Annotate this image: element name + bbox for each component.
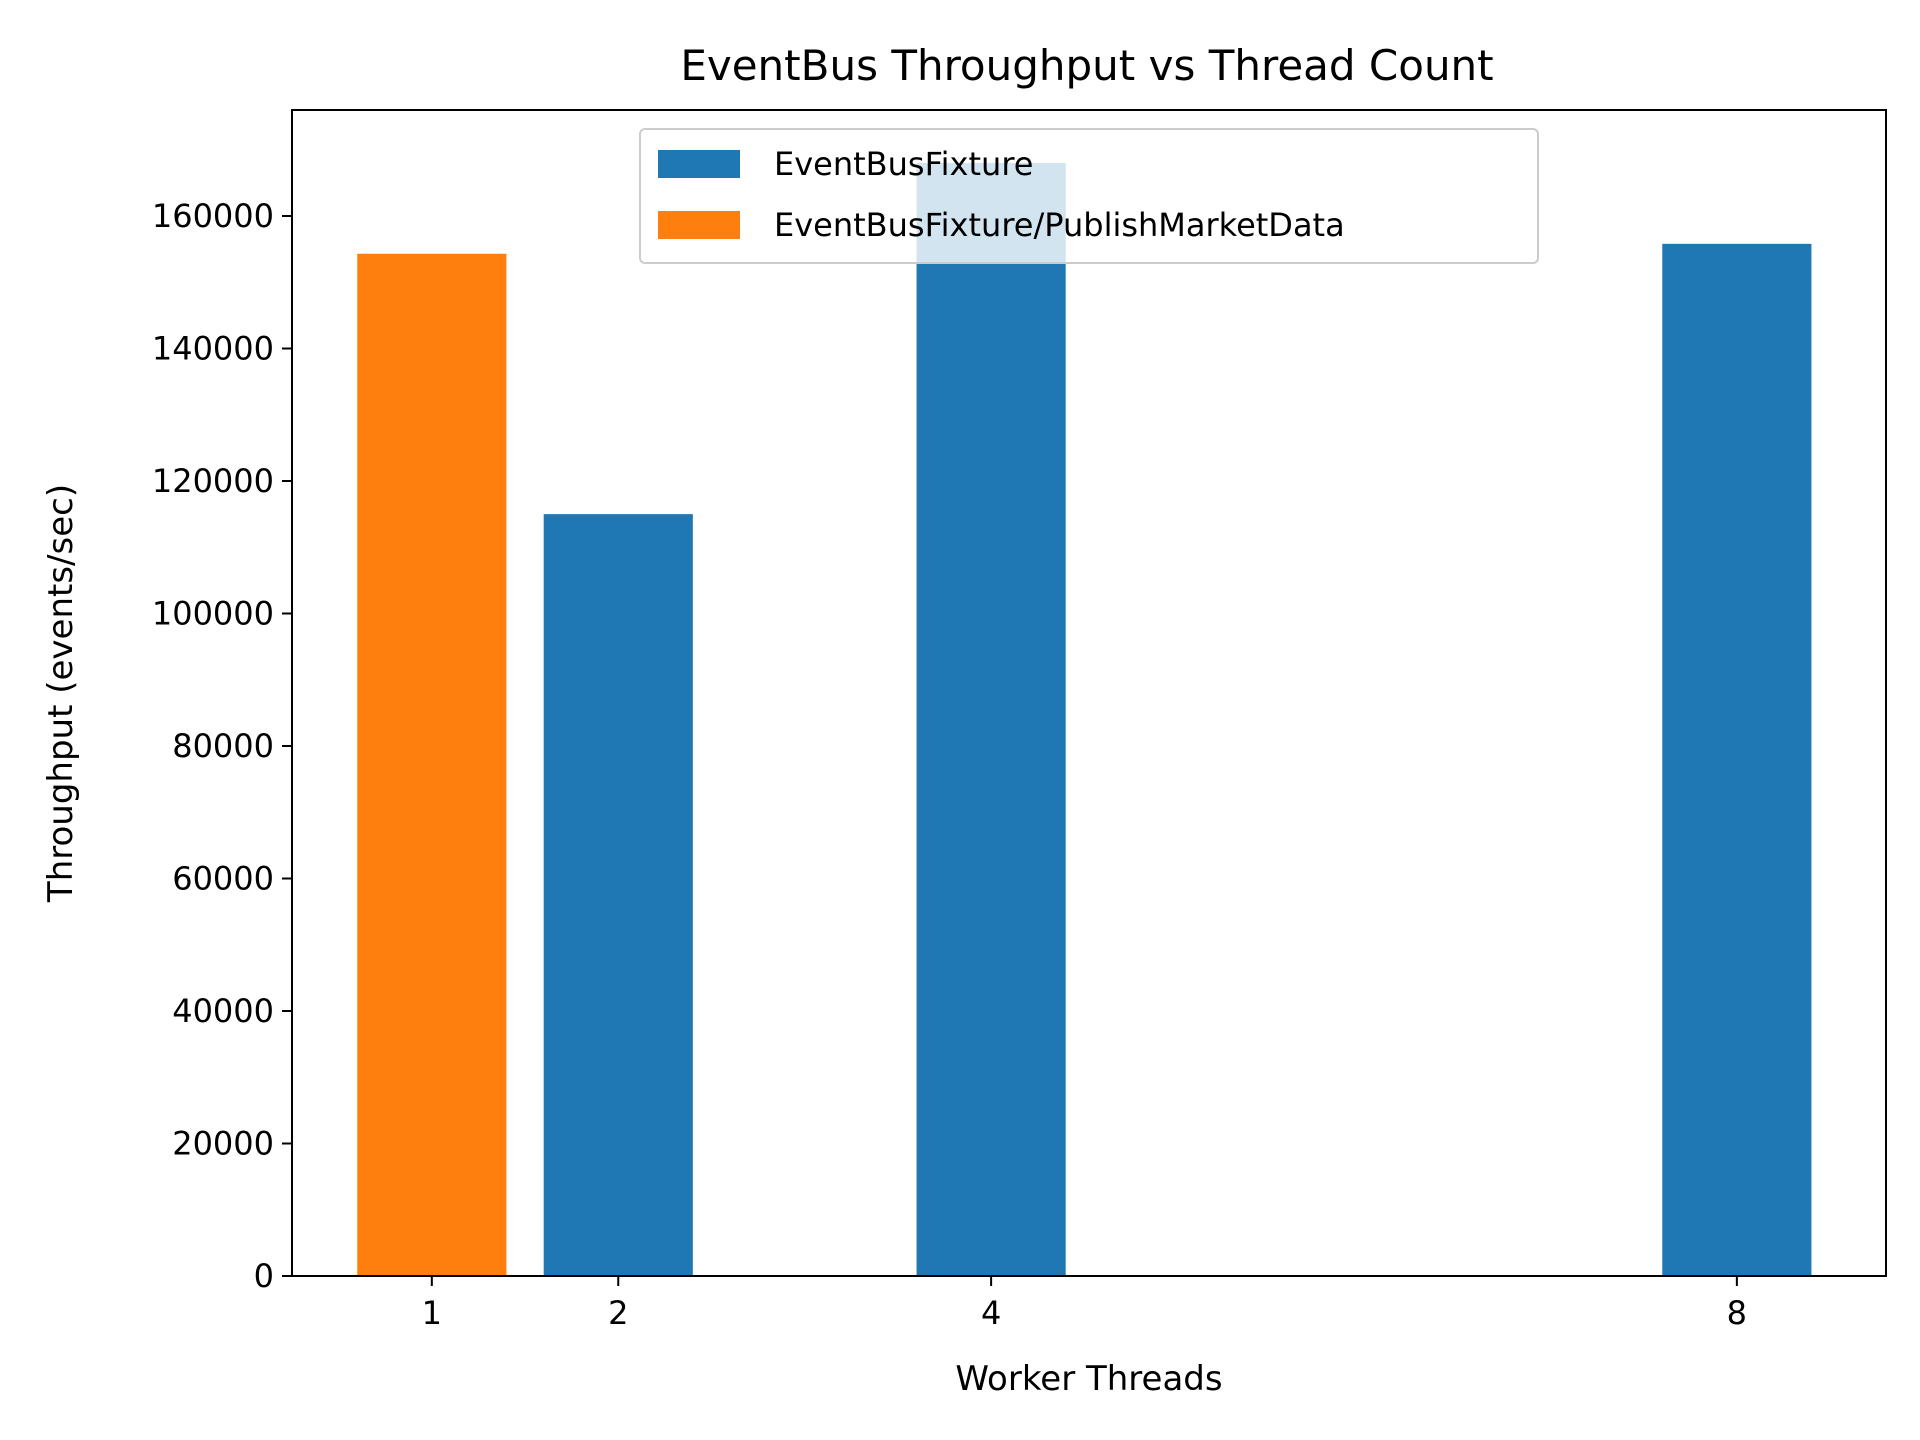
bar-series0-x8 (1662, 243, 1812, 1277)
y-tick-label: 140000 (152, 330, 274, 368)
x-axis-ticks: 1 2 4 8 (422, 1276, 1747, 1332)
bar-series0-x2 (543, 514, 693, 1276)
legend-swatch-series1 (658, 211, 740, 239)
legend-label-series1: EventBusFixture/PublishMarketData (774, 206, 1345, 244)
x-tick-label: 2 (608, 1294, 628, 1332)
x-tick-label: 8 (1727, 1294, 1747, 1332)
plot-frame (291, 109, 1887, 1277)
chart-title: EventBus Throughput vs Thread Count (680, 41, 1493, 90)
y-tick-label: 160000 (152, 197, 274, 235)
bar-series1-x1 (357, 253, 507, 1276)
y-tick-label: 120000 (152, 462, 274, 500)
bar-series0-x4 (916, 163, 1066, 1276)
bars-layer (357, 163, 1812, 1277)
y-tick-label: 60000 (172, 860, 274, 898)
y-tick-label: 40000 (172, 992, 274, 1030)
y-tick-label: 20000 (172, 1125, 274, 1163)
x-axis-label: Worker Threads (955, 1359, 1222, 1399)
y-tick-label: 80000 (172, 727, 274, 765)
legend: EventBusFixture EventBusFixture/PublishMa… (639, 128, 1539, 264)
y-axis-label: Throughput (events/sec) (41, 484, 81, 903)
legend-box (639, 128, 1539, 264)
x-tick-label: 1 (422, 1294, 442, 1332)
legend-label-series0: EventBusFixture (774, 145, 1033, 183)
y-tick-label: 100000 (152, 595, 274, 633)
y-tick-label: 0 (254, 1257, 274, 1295)
y-axis-ticks: 0 20000 40000 60000 80000 100000 120000 140000 1… (152, 197, 292, 1295)
legend-swatch-series0 (658, 150, 740, 178)
x-tick-label: 4 (981, 1294, 1001, 1332)
